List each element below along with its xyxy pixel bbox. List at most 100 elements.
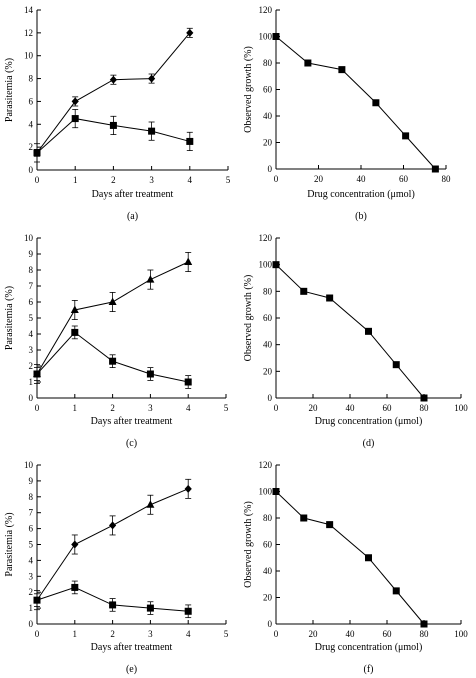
y-tick-label: 60	[263, 85, 273, 95]
data-point	[33, 149, 41, 157]
y-tick-label: 1	[29, 603, 34, 613]
panel-label: (f)	[364, 664, 374, 675]
y-tick-label: 10	[24, 233, 34, 243]
y-tick-label: 7	[29, 281, 34, 291]
x-tick-label: 100	[454, 629, 468, 639]
y-tick-label: 20	[263, 593, 273, 603]
y-tick-label: 4	[29, 119, 34, 129]
data-point	[272, 488, 280, 495]
x-axis-label: Drug concentration (μmol)	[307, 189, 415, 200]
y-tick-label: 6	[29, 96, 34, 106]
data-point	[108, 297, 117, 305]
data-point	[109, 357, 117, 365]
data-point	[326, 294, 334, 302]
y-tick-label: 4	[29, 555, 34, 565]
data-point	[71, 97, 79, 106]
y-tick-label: 40	[263, 111, 273, 121]
y-tick-label: 100	[259, 260, 273, 270]
data-point	[146, 500, 155, 508]
data-point	[420, 620, 428, 628]
series-line	[36, 488, 189, 601]
y-tick-label: 0	[268, 164, 273, 174]
series-1	[272, 33, 439, 173]
panel-label: (e)	[126, 664, 137, 675]
x-tick-label: 3	[148, 629, 153, 639]
panel-label: (c)	[126, 438, 137, 449]
y-axis-label: Observed growth (%)	[243, 46, 254, 133]
y-tick-label: 12	[24, 28, 33, 38]
data-point	[184, 378, 192, 386]
data-point	[392, 361, 400, 369]
data-point	[146, 275, 155, 283]
series-line	[275, 36, 436, 170]
y-tick-label: 8	[29, 265, 34, 275]
series-1	[33, 478, 192, 611]
data-point	[272, 261, 280, 269]
y-tick-label: 10	[24, 460, 34, 470]
y-tick-label: 14	[24, 5, 34, 15]
x-tick-label: 4	[188, 175, 193, 185]
data-point	[186, 137, 194, 145]
y-tick-label: 4	[29, 329, 34, 339]
y-tick-label: 2	[29, 587, 34, 597]
y-axis-label: Observed growth (%)	[243, 501, 254, 588]
x-tick-label: 3	[148, 403, 153, 413]
data-point	[109, 121, 117, 129]
x-axis-label: Days after treatment	[91, 416, 173, 427]
y-tick-label: 8	[29, 492, 34, 502]
y-tick-label: 80	[263, 513, 273, 523]
x-axis-label: Days after treatment	[91, 642, 173, 653]
y-tick-label: 120	[259, 5, 273, 15]
x-tick-label: 0	[274, 174, 279, 184]
data-point	[184, 257, 193, 265]
y-tick-label: 6	[29, 524, 34, 534]
x-tick-label: 2	[111, 175, 116, 185]
y-axis-label: Observed growth (%)	[243, 275, 254, 362]
data-point	[33, 596, 41, 604]
data-point	[420, 394, 428, 402]
y-tick-label: 2	[29, 361, 34, 371]
data-point	[392, 587, 400, 595]
x-tick-label: 5	[226, 175, 231, 185]
y-axis-label: Parasitemia (%)	[4, 58, 15, 122]
y-tick-label: 80	[263, 58, 273, 68]
y-tick-label: 1	[29, 377, 34, 387]
y-tick-label: 100	[259, 487, 273, 497]
x-tick-label: 60	[399, 174, 409, 184]
x-tick-label: 80	[420, 403, 430, 413]
y-tick-label: 0	[268, 619, 273, 629]
data-point	[109, 75, 117, 84]
y-tick-label: 120	[259, 233, 273, 243]
chart-panel-f: 0 20 40 60 80 100 120 0 20 40 60 80 100 Drug concentr…	[243, 460, 468, 675]
data-point	[372, 99, 380, 107]
x-tick-label: 0	[274, 403, 279, 413]
x-tick-label: 80	[420, 629, 430, 639]
data-point	[71, 583, 79, 591]
x-tick-label: 100	[454, 403, 468, 413]
x-tick-label: 5	[224, 403, 229, 413]
data-point	[148, 127, 156, 135]
x-tick-label: 40	[357, 174, 367, 184]
data-point	[402, 132, 410, 140]
y-tick-label: 5	[29, 313, 34, 323]
panel-label: (a)	[127, 211, 138, 222]
y-axis-label: Parasitemia (%)	[4, 512, 15, 576]
x-tick-label: 20	[309, 403, 319, 413]
series-2	[33, 325, 192, 389]
x-tick-label: 0	[35, 403, 40, 413]
x-tick-label: 1	[73, 175, 78, 185]
x-axis-label: Days after treatment	[92, 189, 174, 200]
y-tick-label: 0	[29, 393, 34, 403]
y-tick-label: 0	[29, 619, 34, 629]
data-point	[186, 28, 194, 37]
y-tick-label: 9	[29, 249, 34, 259]
chart-panel-e: 0 1 2 3 4 5 6 7 8 9 10 0 1 2 3 4 5 Days after treatment Pa…	[4, 460, 229, 675]
x-tick-label: 0	[35, 629, 40, 639]
data-point	[33, 370, 41, 378]
x-tick-label: 1	[73, 629, 78, 639]
y-tick-label: 60	[263, 313, 273, 323]
data-point	[304, 59, 312, 67]
x-tick-label: 2	[110, 629, 115, 639]
y-tick-label: 0	[268, 393, 273, 403]
y-tick-label: 9	[29, 476, 34, 486]
